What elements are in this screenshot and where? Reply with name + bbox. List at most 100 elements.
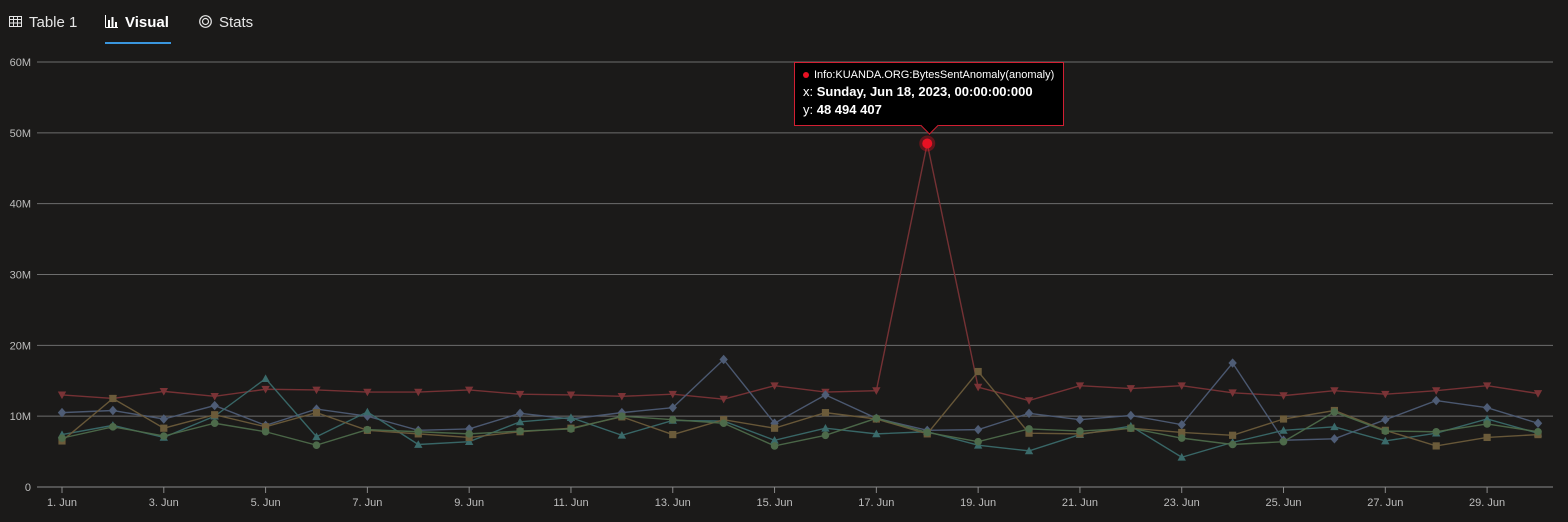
data-point [872,429,881,438]
tab-label: Visual [125,13,169,31]
series-line [61,143,1539,402]
data-point [1381,436,1390,445]
data-point [1024,397,1034,405]
data-point [1177,434,1186,442]
x-tick-label: 5. Jun [251,497,281,509]
data-point [1279,415,1288,423]
data-point [210,392,219,401]
tooltip-y-prefix: y: [803,102,817,117]
x-tick-label: 9. Jun [454,497,484,509]
data-point [1228,358,1237,368]
series-line [61,411,1539,447]
data-point [1432,387,1441,395]
tooltip-x-prefix: x: [803,84,817,99]
tab-stats[interactable]: Stats [199,0,253,44]
data-point [668,402,677,413]
data-point [1177,419,1186,430]
data-point [109,394,117,403]
data-point [57,407,67,418]
x-tick-label: 1. Jun [47,497,77,509]
data-point [1126,385,1136,393]
data-point [974,367,982,376]
data-point [821,431,830,440]
data-point [1279,426,1288,434]
tab-visual[interactable]: Visual [105,0,171,44]
data-point [974,437,982,446]
data-point [57,391,67,400]
line-chart: 0 10M 20M 30M 40M 50M 60M 1. Jun 3. Jun 5. Jun 7. … [10,57,1553,509]
data-point [1228,389,1237,397]
data-point [1177,382,1186,390]
data-point [668,415,677,424]
data-point [719,395,728,404]
data-point [261,385,270,394]
data-point [1483,420,1491,428]
tab-table-1[interactable]: Table 1 [9,0,77,44]
y-tick-label: 50M [10,128,31,140]
data-point [1025,425,1033,433]
data-point [108,405,118,416]
x-tick-label: 17. Jun [858,497,894,509]
data-point [567,425,575,433]
data-point [719,354,728,365]
tooltip-y-value: 48 494 407 [816,102,882,117]
data-point [515,390,525,399]
x-tick-label: 19. Jun [960,497,996,509]
data-point [363,425,372,434]
y-tick-label: 40M [10,199,31,211]
data-point [1330,422,1339,431]
data-point [159,432,168,440]
data-point [363,407,372,416]
data-point [1178,428,1186,437]
y-tick-label: 10M [10,411,31,423]
table-icon [9,15,23,29]
x-tick-label: 29. Jun [1469,497,1505,509]
data-point [872,414,881,423]
data-point [770,424,779,432]
data-point [1381,415,1390,425]
data-point [1482,382,1492,390]
data-point [1381,427,1390,435]
data-point [312,409,321,417]
data-point [566,391,576,400]
data-point [1229,431,1237,439]
stats-icon [199,15,213,29]
data-point [1075,382,1085,390]
data-point [1279,392,1288,400]
data-point [1330,408,1339,416]
data-point [1025,429,1033,437]
series-line [61,358,1539,441]
data-point [1024,446,1034,455]
series-line [61,370,1539,447]
x-tick-label: 21. Jun [1062,497,1098,509]
data-point [363,388,372,397]
data-point [1533,390,1543,398]
x-tick-label: 15. Jun [757,497,793,509]
y-tick-label: 60M [10,57,31,69]
data-point [516,427,524,435]
data-point [566,413,576,421]
data-point [1177,453,1186,461]
data-point [668,390,677,399]
data-point [1432,395,1441,406]
x-tick-label: 13. Jun [655,497,691,509]
data-point [669,430,677,439]
data-point [312,441,321,450]
data-point [1381,390,1390,399]
data-point [465,430,473,438]
data-point [1482,414,1492,423]
x-tick-label: 3. Jun [149,497,179,509]
tab-label: Stats [219,13,254,31]
data-point [1024,408,1034,419]
data-point [617,392,627,401]
data-point [312,432,321,441]
data-point [515,408,525,419]
data-point [159,414,168,424]
series-dot-icon [803,72,809,78]
data-point [923,428,932,437]
data-point [515,417,525,426]
data-point [414,427,423,436]
data-point [312,386,321,395]
data-point [872,387,881,395]
data-point [617,431,627,439]
